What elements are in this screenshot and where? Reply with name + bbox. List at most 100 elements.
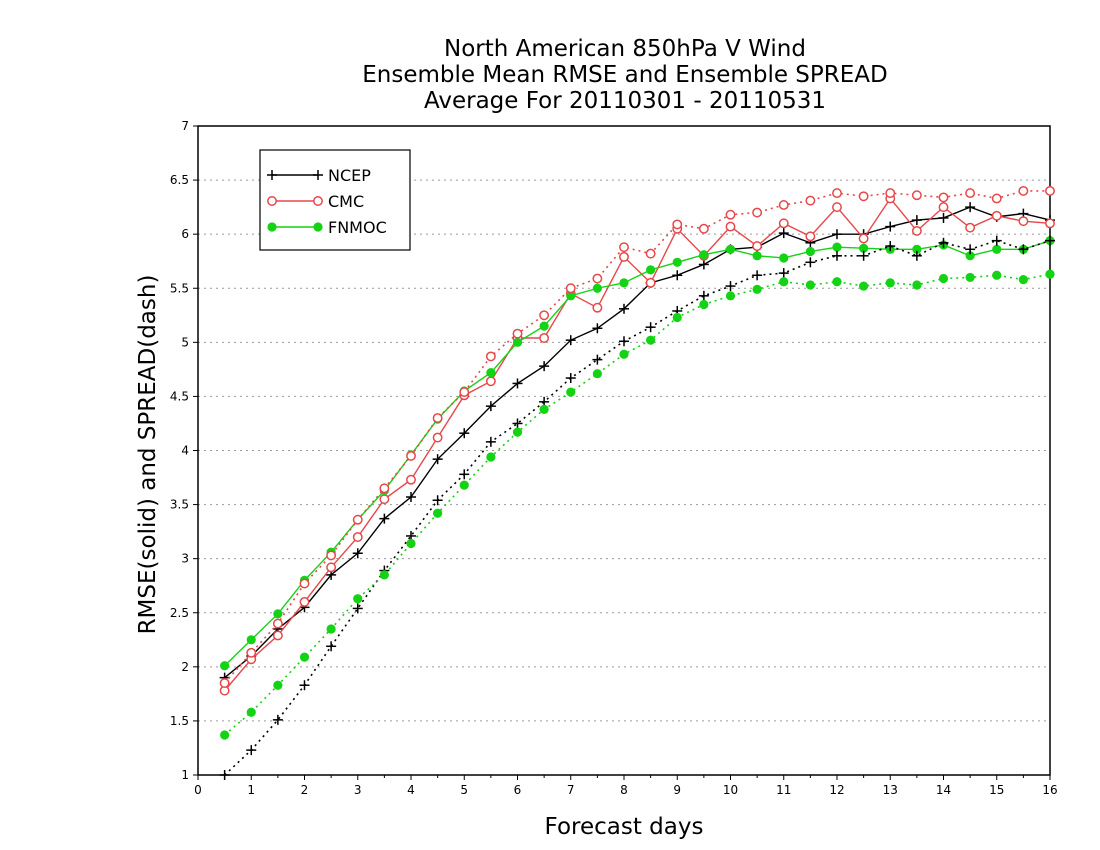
data-point-fnmoc (566, 291, 576, 301)
data-point-fnmoc-spread (832, 277, 842, 287)
data-point-cmc-spread (432, 413, 443, 423)
data-point-fnmoc (699, 250, 709, 260)
series-fnmoc (220, 236, 1055, 671)
series-line-ncep-spread (224, 239, 1051, 776)
data-point-fnmoc-spread (459, 480, 469, 490)
data-point-cmc-spread (299, 578, 310, 589)
title-line-2: Ensemble Mean RMSE and Ensemble SPREAD (362, 62, 888, 88)
data-point-ncep-spread (938, 237, 949, 248)
series-line-cmc-spread (224, 190, 1050, 684)
y-tick-label: 6 (181, 227, 189, 241)
data-point-fnmoc (512, 337, 523, 347)
data-point-cmc (911, 225, 922, 236)
data-point-fnmoc (992, 244, 1002, 254)
legend-label: CMC (328, 192, 364, 211)
x-tick-label: 1 (247, 783, 255, 797)
y-tick-label: 3.5 (170, 498, 189, 512)
data-point-ncep-spread (832, 250, 842, 261)
data-point-cmc-spread (512, 328, 523, 339)
y-tick-label: 1 (181, 768, 189, 782)
data-point-ncep-spread (778, 268, 789, 279)
data-point-fnmoc-spread (246, 707, 256, 717)
data-point-fnmoc (539, 321, 549, 331)
data-point-cmc-spread (1018, 185, 1029, 196)
x-tick-label: 16 (1042, 783, 1057, 797)
data-point-cmc-spread (832, 188, 842, 199)
data-point-ncep (938, 212, 949, 223)
data-point-fnmoc-spread (220, 730, 230, 740)
x-tick-label: 2 (301, 783, 309, 797)
data-point-fnmoc-spread (965, 272, 975, 283)
data-point-fnmoc-spread (752, 284, 762, 294)
data-point-cmc-spread (752, 207, 763, 218)
data-point-ncep (565, 335, 576, 346)
data-point-fnmoc-spread (353, 594, 363, 604)
data-point-cmc (991, 210, 1002, 221)
series-fnmoc-spread (220, 269, 1055, 740)
data-point-fnmoc-spread (379, 570, 389, 580)
y-tick-label: 1.5 (170, 714, 189, 728)
data-point-fnmoc (725, 244, 736, 254)
data-point-ncep-spread (619, 336, 629, 347)
data-point-cmc-spread (379, 483, 390, 494)
data-point-ncep (539, 361, 550, 372)
data-point-fnmoc-spread (326, 624, 336, 634)
data-point-fnmoc-spread (912, 280, 922, 290)
data-point-cmc (725, 221, 736, 232)
data-point-ncep (512, 378, 523, 389)
data-point-cmc-spread (485, 351, 496, 362)
data-point-fnmoc (486, 368, 496, 378)
data-point-fnmoc-spread (619, 349, 629, 359)
y-tick-label: 5.5 (170, 281, 189, 295)
data-point-cmc (1018, 216, 1029, 227)
legend-marker-start (267, 196, 277, 206)
data-point-cmc (539, 333, 550, 343)
data-point-ncep (406, 492, 416, 503)
data-point-fnmoc (646, 265, 656, 275)
legend-marker-end (313, 196, 323, 206)
data-point-cmc-spread (858, 191, 869, 202)
data-point-ncep (485, 401, 496, 412)
legend-item-cmc: CMC (267, 192, 364, 211)
data-point-ncep-spread (645, 322, 656, 333)
data-point-cmc-spread (911, 190, 922, 201)
data-point-cmc-spread (938, 192, 949, 203)
data-point-ncep-spread (592, 354, 603, 365)
data-point-fnmoc (912, 244, 922, 254)
data-point-ncep-spread (858, 250, 869, 261)
data-point-ncep-spread (246, 745, 257, 756)
data-point-ncep-spread (272, 714, 283, 725)
data-point-ncep-spread (885, 241, 896, 252)
data-point-ncep (698, 259, 709, 270)
x-axis-title: Forecast days (545, 814, 704, 840)
legend-item-ncep: NCEP (267, 166, 371, 185)
legend-marker-start (267, 222, 277, 232)
data-point-cmc (619, 251, 629, 262)
series-line-fnmoc (224, 239, 1051, 667)
data-point-ncep-spread (352, 603, 363, 614)
legend-marker-end (313, 222, 323, 232)
data-point-cmc-spread (272, 618, 283, 629)
axis-ticks: 11.522.533.544.555.566.570 1 2 3 4 5 6 7 8 9 10 11 1… (170, 119, 1058, 797)
data-point-fnmoc-spread (406, 538, 416, 549)
data-point-ncep (778, 228, 789, 239)
data-point-fnmoc (246, 635, 256, 645)
x-tick-label: 6 (514, 783, 522, 797)
data-point-ncep-spread (485, 436, 496, 447)
series-line-cmc (224, 197, 1051, 692)
data-point-cmc (778, 218, 789, 229)
data-point-ncep-spread (752, 270, 763, 281)
data-point-cmc-spread (565, 283, 576, 294)
data-point-ncep (459, 428, 470, 439)
data-point-cmc-spread (619, 242, 629, 253)
y-tick-label: 2 (181, 660, 189, 674)
data-point-ncep (592, 323, 603, 334)
data-point-fnmoc (779, 253, 789, 263)
x-tick-label: 11 (776, 783, 791, 797)
data-point-fnmoc-spread (805, 280, 815, 290)
legend-label: FNMOC (328, 218, 387, 237)
y-tick-label: 6.5 (170, 173, 189, 187)
data-point-fnmoc-spread (1045, 269, 1055, 279)
y-tick-label: 2.5 (170, 606, 189, 620)
